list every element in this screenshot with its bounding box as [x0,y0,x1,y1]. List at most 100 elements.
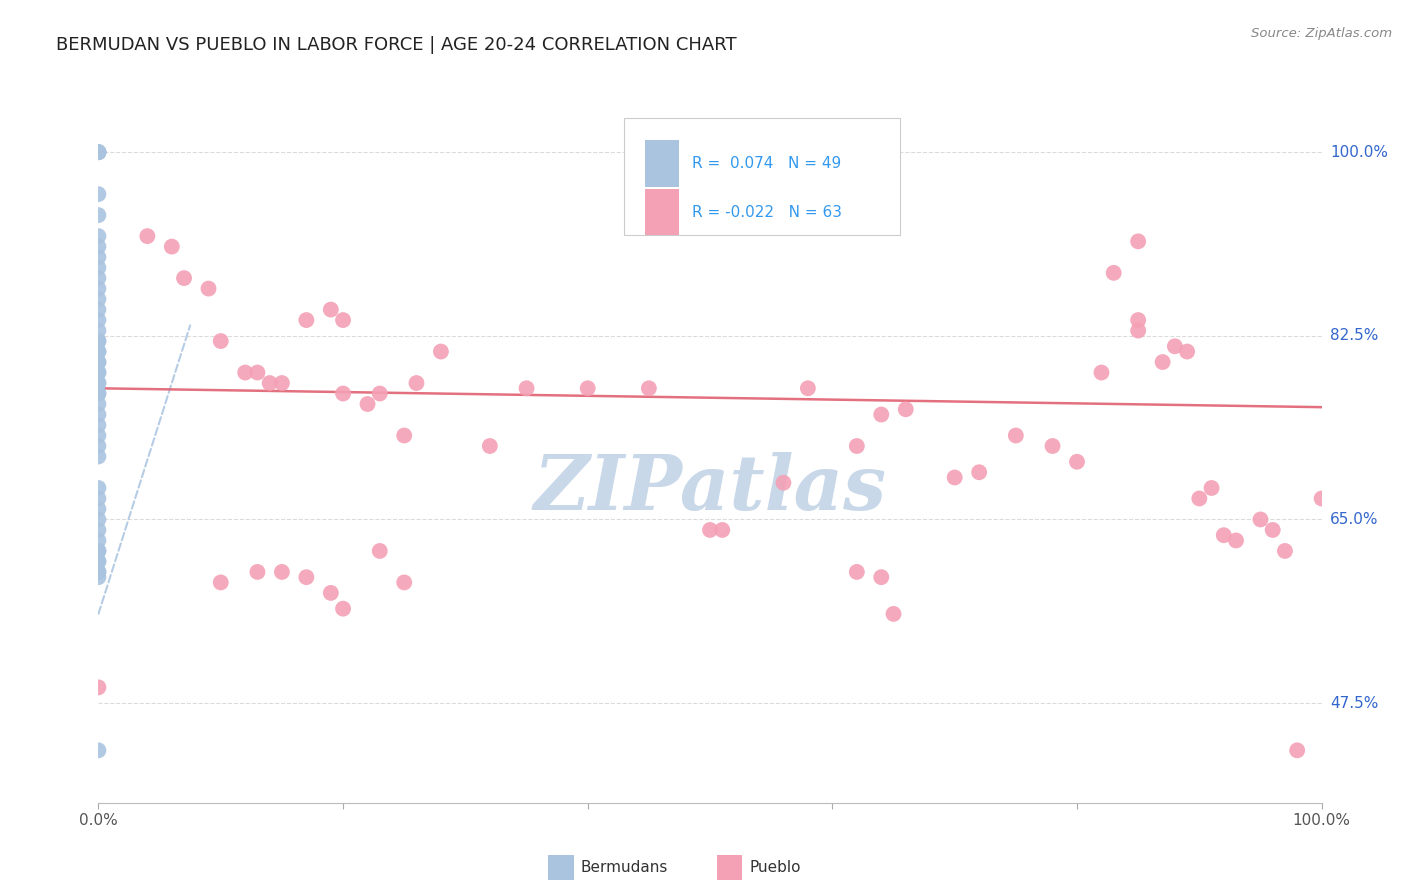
Point [87,187,110,202]
Point [87,229,110,244]
Point [797,381,820,395]
Point [87,397,110,411]
Point [209,334,232,348]
Point [87,145,110,160]
Point [894,402,917,417]
FancyBboxPatch shape [624,118,900,235]
Point [87,271,110,285]
Text: 65.0%: 65.0% [1330,512,1378,527]
Point [1128,324,1150,338]
Point [1201,481,1223,495]
Point [1175,344,1198,359]
Text: ZIPatlas: ZIPatlas [533,452,887,525]
Point [1261,523,1284,537]
Point [87,386,110,401]
Point [87,681,110,695]
Point [1274,544,1296,558]
Point [87,386,110,401]
Point [87,533,110,548]
Point [1286,743,1309,757]
Point [478,439,501,453]
Text: Pueblo: Pueblo [749,861,801,875]
Point [332,386,354,401]
Point [883,607,905,621]
Point [1066,455,1088,469]
Text: 100.0%: 100.0% [1330,145,1388,160]
Point [87,344,110,359]
Point [1188,491,1211,506]
Point [87,408,110,422]
Text: R = -0.022   N = 63: R = -0.022 N = 63 [692,204,842,219]
Text: 82.5%: 82.5% [1330,328,1378,343]
Point [1128,313,1150,327]
Point [87,502,110,516]
Point [87,512,110,526]
Point [87,450,110,464]
Point [1225,533,1247,548]
Point [711,523,734,537]
Point [1042,439,1064,453]
Point [87,334,110,348]
Point [637,381,661,395]
Point [576,381,599,395]
Point [515,381,537,395]
Point [319,586,342,600]
Point [845,439,868,453]
Point [87,355,110,369]
Point [87,208,110,222]
Point [1090,366,1112,380]
Point [173,271,195,285]
Point [87,302,110,317]
Point [87,366,110,380]
Point [136,229,159,244]
Point [87,554,110,568]
Point [87,145,110,160]
Point [87,565,110,579]
Point [233,366,256,380]
Point [392,575,416,590]
Point [87,439,110,453]
Text: BERMUDAN VS PUEBLO IN LABOR FORCE | AGE 20-24 CORRELATION CHART: BERMUDAN VS PUEBLO IN LABOR FORCE | AGE … [56,36,737,54]
Bar [645,140,679,186]
Point [87,491,110,506]
Point [392,428,416,442]
Point [87,260,110,275]
Point [87,570,110,584]
Point [270,565,294,579]
Point [1249,512,1271,526]
Point [1152,355,1174,369]
Text: 47.5%: 47.5% [1330,696,1378,711]
Text: Source: ZipAtlas.com: Source: ZipAtlas.com [1251,27,1392,40]
Point [87,292,110,306]
Point [246,366,269,380]
Point [87,743,110,757]
Point [87,250,110,264]
Point [87,344,110,359]
Point [319,302,342,317]
Point [368,386,391,401]
Point [1102,266,1125,280]
Text: R =  0.074   N = 49: R = 0.074 N = 49 [692,156,841,171]
Point [87,554,110,568]
Point [1212,528,1234,542]
Point [1164,339,1187,353]
Point [87,366,110,380]
Point [870,570,893,584]
Point [332,601,354,615]
Point [1128,235,1150,249]
Point [87,544,110,558]
Point [87,145,110,160]
Text: Bermudans: Bermudans [581,861,668,875]
Point [699,523,721,537]
Point [87,334,110,348]
Point [87,376,110,390]
Point [1004,428,1026,442]
Point [368,544,391,558]
Point [87,544,110,558]
Point [246,565,269,579]
Bar [645,189,679,235]
Point [356,397,378,411]
Point [295,570,318,584]
Point [87,239,110,253]
Point [845,565,868,579]
